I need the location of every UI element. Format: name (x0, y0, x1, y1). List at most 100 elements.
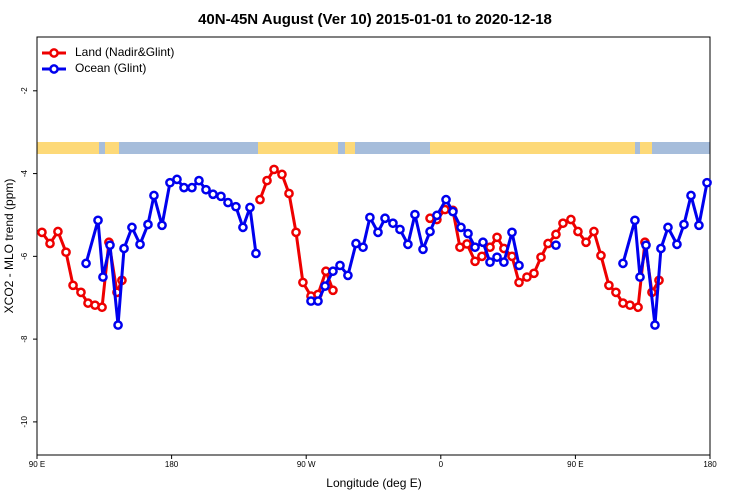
point (679, 219, 689, 230)
point (536, 252, 546, 263)
point (113, 320, 123, 330)
series-line (621, 182, 709, 326)
point (291, 227, 301, 238)
point (127, 222, 137, 233)
point (625, 300, 635, 311)
point (93, 215, 103, 226)
point (179, 182, 189, 193)
x-axis-label: Longitude (deg E) (326, 476, 421, 490)
point (208, 189, 218, 200)
point (663, 222, 673, 233)
point (328, 285, 338, 296)
x-tick-label: 0 (439, 460, 444, 469)
x-tick-label: 90 W (297, 460, 316, 469)
point (551, 240, 561, 251)
point (328, 266, 338, 277)
point (589, 226, 599, 237)
point (187, 182, 197, 193)
point (448, 206, 458, 217)
point (223, 197, 233, 208)
legend-label: Ocean (Glint) (75, 61, 146, 75)
point (37, 227, 47, 238)
point (81, 258, 91, 269)
point (463, 228, 473, 239)
point (201, 184, 211, 195)
chart-title: 40N-45N August (Ver 10) 2015-01-01 to 20… (198, 11, 552, 28)
y-tick-label: -6 (20, 252, 29, 260)
point (358, 242, 368, 253)
point (558, 218, 568, 229)
y-tick-label: -10 (20, 416, 29, 428)
x-tick-label: 90 E (29, 460, 45, 469)
point (194, 175, 204, 186)
point (320, 281, 330, 291)
point (462, 239, 472, 249)
point (119, 243, 129, 254)
point (245, 202, 255, 213)
point (255, 194, 265, 205)
point (630, 215, 640, 226)
point (68, 280, 78, 291)
point (373, 227, 383, 238)
point (456, 222, 466, 233)
point (313, 296, 323, 306)
x-tick-label: 180 (703, 460, 717, 469)
legend-marker (49, 64, 59, 74)
point (507, 227, 517, 238)
point (596, 250, 606, 261)
point (135, 239, 145, 250)
point (485, 257, 495, 267)
point (157, 220, 167, 231)
point (618, 258, 628, 269)
point (410, 209, 420, 220)
point (425, 226, 435, 237)
point (633, 302, 643, 313)
point (656, 243, 666, 254)
point (284, 188, 294, 199)
point (492, 252, 502, 263)
point (97, 302, 107, 313)
point (470, 256, 480, 267)
point (551, 229, 561, 240)
point (514, 260, 524, 271)
point (650, 320, 660, 330)
point (395, 224, 405, 235)
point (635, 272, 645, 282)
point (172, 174, 182, 185)
point (581, 237, 591, 248)
point (470, 242, 480, 253)
point (76, 287, 86, 298)
point (672, 239, 682, 250)
point (418, 244, 428, 255)
point (492, 232, 502, 243)
point (686, 190, 696, 201)
point (251, 248, 261, 259)
point (61, 247, 71, 258)
point (694, 220, 704, 231)
point (441, 194, 451, 205)
point (277, 169, 287, 180)
point (53, 226, 63, 237)
point (335, 260, 345, 271)
point (522, 272, 532, 282)
point (611, 287, 621, 298)
land-ocean-strip (37, 142, 710, 154)
point (641, 240, 651, 251)
point (269, 164, 279, 175)
y-tick-label: -2 (20, 87, 29, 95)
point (573, 226, 583, 237)
y-tick-label: -4 (20, 169, 29, 177)
point (403, 239, 413, 250)
point (45, 238, 55, 249)
point (543, 238, 553, 249)
point (529, 268, 539, 279)
y-axis-label: XCO2 - MLO trend (ppm) (2, 179, 16, 314)
point (485, 242, 495, 253)
x-tick-label: 180 (165, 460, 179, 469)
y-tick-label: -8 (20, 335, 29, 343)
point (365, 212, 375, 223)
point (499, 257, 509, 267)
x-tick-label: 90 E (567, 460, 583, 469)
plot-frame (36, 36, 711, 456)
